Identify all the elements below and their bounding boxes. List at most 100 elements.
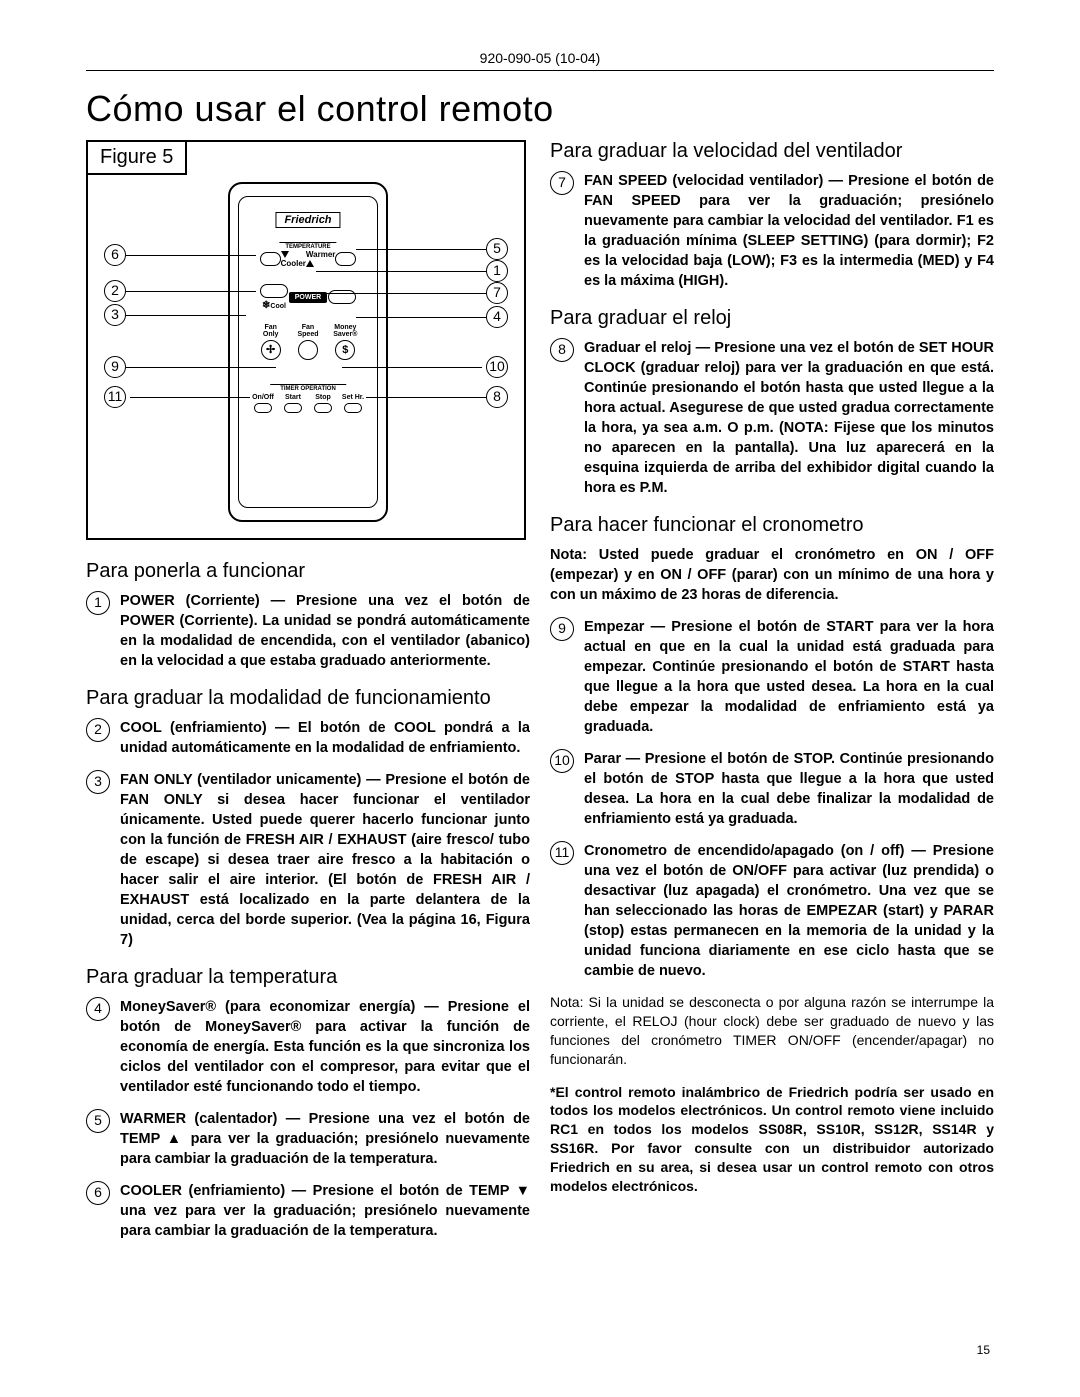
sethr-label: Set Hr. [342, 394, 364, 401]
figure-5: Figure 5 Friedrich TEMPERATURE Cooler Wa… [86, 140, 526, 540]
item-9-text: Empezar — Presione el botón de START par… [584, 617, 994, 737]
fanonly-l2: Only [263, 331, 279, 338]
money-l2: Saver® [333, 331, 357, 338]
mode-row: ❄Cool POWER [260, 284, 356, 311]
content-columns: Figure 5 Friedrich TEMPERATURE Cooler Wa… [86, 140, 994, 1253]
callout-8: 8 [486, 386, 508, 408]
start-label: Start [285, 394, 301, 401]
item-4-text: MoneySaver® (para economizar energía) — … [120, 997, 530, 1097]
spare-button [328, 290, 356, 304]
section-power: Para ponerla a funcionar [86, 560, 530, 583]
timer-note: Nota: Usted puede graduar el cronómetro … [550, 545, 994, 605]
remote-outline: Friedrich TEMPERATURE Cooler Warmer ❄Coo… [228, 182, 388, 522]
stop-label: Stop [315, 394, 331, 401]
item-10-num: 10 [550, 749, 574, 773]
item-5: 5 WARMER (calentador) — Presione una vez… [86, 1109, 530, 1169]
brand-label: Friedrich [275, 212, 340, 228]
callout-7: 7 [486, 282, 508, 304]
section-clock: Para graduar el reloj [550, 307, 994, 330]
onoff-label: On/Off [252, 394, 274, 401]
item-10-text: Parar — Presione el botón de STOP. Conti… [584, 749, 994, 829]
doc-id: 920-090-05 (10-04) [0, 50, 1080, 66]
warmer-button [335, 252, 356, 266]
callout-6: 6 [104, 244, 126, 266]
onoff-button [254, 403, 272, 413]
callout-4: 4 [486, 306, 508, 328]
fanspeed-l1: Fan [302, 324, 314, 331]
lead-9 [126, 367, 276, 368]
left-column: Figure 5 Friedrich TEMPERATURE Cooler Wa… [86, 140, 530, 1253]
callout-3: 3 [104, 304, 126, 326]
item-3: 3 FAN ONLY (ventilador unicamente) — Pre… [86, 770, 530, 950]
down-icon [281, 251, 289, 258]
fanonly-l1: Fan [264, 324, 276, 331]
item-1-text: POWER (Corriente) — Presione una vez el … [120, 591, 530, 671]
callout-1: 1 [486, 260, 508, 282]
fanspeed-button [298, 340, 318, 360]
temp-buttons: Cooler Warmer [260, 250, 356, 268]
item-3-num: 3 [86, 770, 110, 794]
temperature-heading: TEMPERATURE [279, 242, 336, 250]
item-11: 11 Cronometro de encendido/apagado (on /… [550, 841, 994, 981]
item-6-num: 6 [86, 1181, 110, 1205]
item-4: 4 MoneySaver® (para economizar energía) … [86, 997, 530, 1097]
callout-2: 2 [104, 280, 126, 302]
figure-label: Figure 5 [86, 140, 187, 175]
money-button: $ [335, 340, 355, 360]
callout-9: 9 [104, 356, 126, 378]
cooler-button [260, 252, 281, 266]
fanspeed-l2: Speed [297, 331, 318, 338]
item-8-num: 8 [550, 338, 574, 362]
item-4-num: 4 [86, 997, 110, 1021]
callout-10: 10 [486, 356, 508, 378]
right-column: Para graduar la velocidad del ventilador… [550, 140, 994, 1253]
item-5-text: WARMER (calentador) — Presione una vez e… [120, 1109, 530, 1169]
lead-11 [130, 397, 250, 398]
section-mode: Para graduar la modalidad de funcionamie… [86, 687, 530, 710]
sethr-button [344, 403, 362, 413]
warmer-label: Warmer [306, 250, 336, 259]
lead-6 [126, 255, 256, 256]
timer-heading: TIMER OPERATION [270, 384, 346, 392]
callout-5: 5 [486, 238, 508, 260]
lead-1 [316, 271, 486, 272]
fanonly-button: ✢ [261, 340, 281, 360]
lead-4 [356, 317, 486, 318]
item-10: 10 Parar — Presione el botón de STOP. Co… [550, 749, 994, 829]
item-11-num: 11 [550, 841, 574, 865]
lead-2 [126, 291, 256, 292]
page-title: Cómo usar el control remoto [86, 88, 554, 130]
item-6: 6 COOLER (enfriamiento) — Presione el bo… [86, 1181, 530, 1241]
footnote-1: Nota: Si la unidad se desconecta o por a… [550, 993, 994, 1069]
lead-5 [356, 249, 486, 250]
item-7-num: 7 [550, 171, 574, 195]
section-timer: Para hacer funcionar el cronometro [550, 514, 994, 537]
item-3-text: FAN ONLY (ventilador unicamente) — Presi… [120, 770, 530, 950]
item-7-text: FAN SPEED (velocidad ventilador) — Presi… [584, 171, 994, 291]
item-8: 8 Graduar el reloj — Presione una vez el… [550, 338, 994, 498]
money-l1: Money [334, 324, 356, 331]
fan-row: FanOnly✢ FanSpeed MoneySaver®$ [252, 324, 364, 360]
item-7: 7 FAN SPEED (velocidad ventilador) — Pre… [550, 171, 994, 291]
lead-8 [366, 397, 486, 398]
lead-7 [306, 293, 486, 294]
cool-label: Cool [270, 303, 286, 310]
item-1-num: 1 [86, 591, 110, 615]
start-button [284, 403, 302, 413]
callout-11: 11 [104, 386, 126, 408]
timer-row: On/Off Start Stop Set Hr. [248, 394, 368, 413]
stop-button [314, 403, 332, 413]
item-9: 9 Empezar — Presione el botón de START p… [550, 617, 994, 737]
item-2: 2 COOL (enfriamiento) — El botón de COOL… [86, 718, 530, 758]
item-1: 1 POWER (Corriente) — Presione una vez e… [86, 591, 530, 671]
section-fanspeed: Para graduar la velocidad del ventilador [550, 140, 994, 163]
lead-10 [342, 367, 482, 368]
item-2-text: COOL (enfriamiento) — El botón de COOL p… [120, 718, 530, 758]
up-icon [306, 260, 314, 267]
lead-3 [126, 315, 246, 316]
item-5-num: 5 [86, 1109, 110, 1133]
item-2-num: 2 [86, 718, 110, 742]
cool-button [260, 284, 288, 298]
item-6-text: COOLER (enfriamiento) — Presione el botó… [120, 1181, 530, 1241]
item-8-text: Graduar el reloj — Presione una vez el b… [584, 338, 994, 498]
